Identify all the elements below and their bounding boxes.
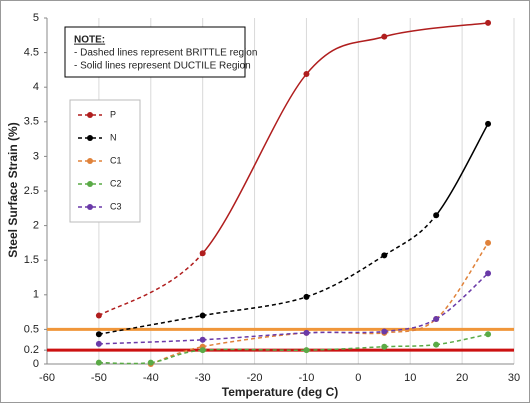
x-axis-title: Temperature (deg C) xyxy=(222,385,338,399)
x-tick-label: -30 xyxy=(195,372,211,384)
note-heading: NOTE: xyxy=(74,35,105,46)
legend-label: P xyxy=(110,109,116,119)
legend-marker xyxy=(87,204,93,210)
point xyxy=(199,312,206,319)
point xyxy=(95,359,102,366)
point xyxy=(199,250,206,257)
point xyxy=(485,270,492,277)
line-segment xyxy=(435,272,489,320)
legend-label: C3 xyxy=(110,201,122,211)
note-line: - Solid lines represent DUCTILE Region xyxy=(74,61,251,72)
y-tick-label: 1.5 xyxy=(24,254,39,266)
legend-box xyxy=(69,99,141,223)
x-tick-label: 30 xyxy=(508,372,520,384)
y-tick-label: 4.5 xyxy=(24,47,39,59)
x-tick-label: -10 xyxy=(298,372,314,384)
plot xyxy=(44,17,515,367)
point xyxy=(381,33,388,40)
point xyxy=(433,212,440,219)
x-tick-label: -40 xyxy=(143,372,159,384)
line-segment xyxy=(306,330,385,334)
point xyxy=(199,336,206,343)
y-tick-label: 5 xyxy=(33,12,39,24)
line-segment xyxy=(435,242,489,320)
line-segment xyxy=(305,35,385,75)
y-axis-title: Steel Surface Strain (%) xyxy=(6,122,20,257)
point xyxy=(485,19,492,26)
point xyxy=(95,331,102,338)
line-segment xyxy=(202,73,308,254)
line-segment xyxy=(306,345,385,351)
line-segment xyxy=(202,332,307,341)
note-line: - Dashed lines represent BRITTLE region xyxy=(74,48,257,59)
point xyxy=(303,71,310,78)
line-segment xyxy=(384,22,489,38)
line-segment xyxy=(202,296,307,317)
y-tick-label: 0.5 xyxy=(24,323,39,335)
legend-marker xyxy=(87,181,93,187)
point xyxy=(303,347,310,354)
x-tick-label: -20 xyxy=(247,372,263,384)
point xyxy=(485,239,492,246)
y-tick-label: 2.5 xyxy=(24,185,39,197)
note-box xyxy=(64,26,246,78)
point xyxy=(381,343,388,350)
line-segment xyxy=(384,318,437,333)
legend-marker xyxy=(87,112,93,118)
x-tick-label: -60 xyxy=(39,372,55,384)
point xyxy=(381,328,388,335)
point xyxy=(199,347,206,354)
y-tick-label: 1 xyxy=(33,289,39,301)
y-tick-label: 3.5 xyxy=(24,116,39,128)
y-tick-label: 4 xyxy=(33,81,39,93)
legend-label: N xyxy=(110,132,117,142)
legend-marker xyxy=(87,158,93,164)
line-segment xyxy=(383,214,437,256)
line-segment xyxy=(384,318,437,334)
point xyxy=(95,312,102,319)
point xyxy=(485,331,492,338)
line-segment xyxy=(202,348,307,351)
line-segment xyxy=(150,349,203,364)
x-tick-label: 20 xyxy=(456,372,468,384)
point xyxy=(147,359,154,366)
legend-label: C2 xyxy=(110,178,122,188)
x-tick-label: 0 xyxy=(355,372,361,384)
point xyxy=(303,293,310,300)
line-segment xyxy=(98,339,203,345)
y-tick-label: 0.2 xyxy=(24,344,39,356)
x-tick-label: 10 xyxy=(404,372,416,384)
point xyxy=(433,341,440,348)
line-segment xyxy=(98,252,204,317)
legend-label: C1 xyxy=(110,155,122,165)
point xyxy=(433,316,440,323)
point xyxy=(381,252,388,259)
y-tick-label: 3 xyxy=(33,150,39,162)
point xyxy=(95,340,102,347)
line-segment xyxy=(306,254,385,298)
x-tick-label: -50 xyxy=(91,372,107,384)
line-segment xyxy=(435,123,489,216)
point xyxy=(485,120,492,127)
point xyxy=(303,329,310,336)
legend-marker xyxy=(87,135,93,141)
line-segment xyxy=(98,314,203,335)
y-tick-label: 2 xyxy=(33,220,39,232)
y-tick-label: 0 xyxy=(33,358,39,370)
